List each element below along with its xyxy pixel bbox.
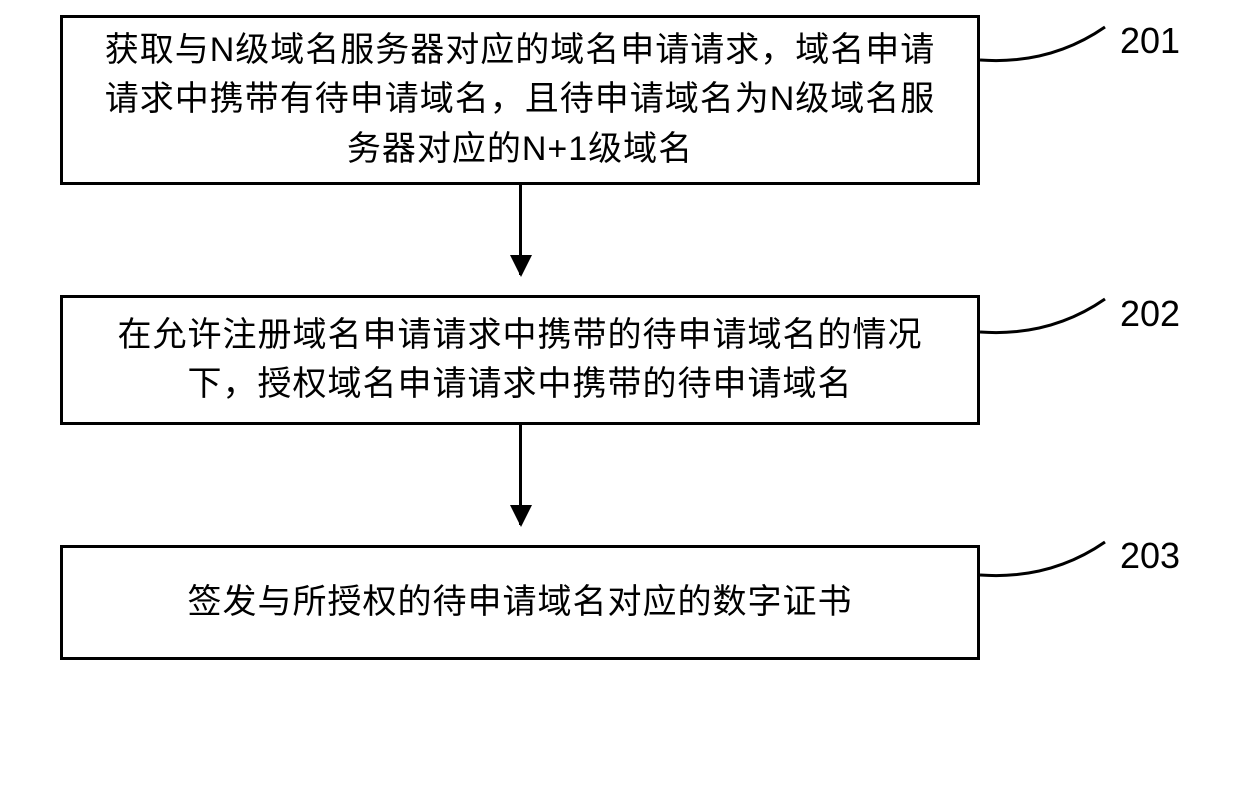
step-label-201: 201 [1120, 20, 1180, 62]
step-box-201: 获取与N级域名服务器对应的域名申请请求，域名申请请求中携带有待申请域名，且待申请… [60, 15, 980, 185]
step-box-203: 签发与所授权的待申请域名对应的数字证书 [60, 545, 980, 660]
arrow-202-to-203 [519, 425, 522, 525]
step-label-202: 202 [1120, 293, 1180, 335]
connector-curve-201 [980, 25, 1120, 75]
connector-curve-203 [980, 540, 1120, 590]
step-text-201: 获取与N级域名服务器对应的域名申请请求，域名申请请求中携带有待申请域名，且待申请… [88, 26, 952, 174]
step-text-203: 签发与所授权的待申请域名对应的数字证书 [188, 578, 853, 627]
step-label-203: 203 [1120, 535, 1180, 577]
step-text-202: 在允许注册域名申请请求中携带的待申请域名的情况下，授权域名申请请求中携带的待申请… [88, 311, 952, 410]
arrow-201-to-202 [519, 185, 522, 275]
step-box-202: 在允许注册域名申请请求中携带的待申请域名的情况下，授权域名申请请求中携带的待申请… [60, 295, 980, 425]
connector-curve-202 [980, 297, 1120, 347]
